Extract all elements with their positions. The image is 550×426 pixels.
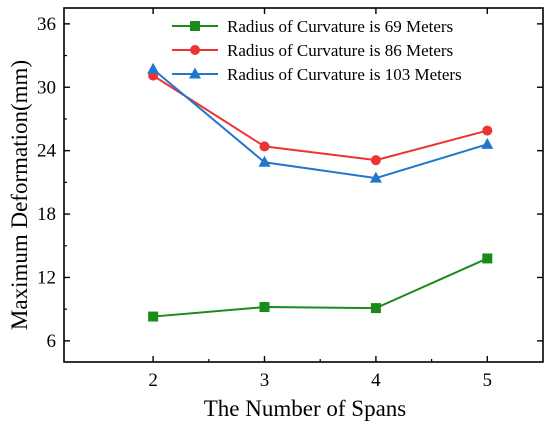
x-tick-label: 5	[483, 370, 493, 391]
series-3	[147, 62, 494, 183]
plot-area	[147, 62, 494, 322]
y-tick-label: 36	[37, 14, 56, 35]
x-tick-label: 2	[148, 370, 158, 391]
data-point	[369, 171, 382, 183]
y-tick-label: 24	[37, 141, 57, 162]
legend-label: Radius of Curvature is 103 Meters	[227, 65, 462, 84]
series-line	[152, 68, 488, 180]
data-point	[258, 155, 271, 167]
data-point	[482, 253, 493, 264]
y-tick-label: 18	[37, 204, 56, 225]
series-1	[148, 253, 493, 322]
axes: 6 12 18 24 30 36 2 3 4 5	[37, 7, 544, 391]
y-tick-label: 12	[37, 267, 56, 288]
x-tick-label: 3	[260, 370, 270, 391]
data-point	[259, 302, 270, 313]
series-line	[153, 257, 488, 318]
y-axis-label: Maximum Deformation(mm)	[7, 60, 32, 330]
data-point	[370, 303, 381, 314]
series-line	[152, 74, 488, 162]
data-point	[481, 137, 494, 149]
y-tick-label: 6	[47, 331, 57, 352]
legend-entry: Radius of Curvature is 103 Meters	[172, 65, 462, 84]
legend: Radius of Curvature is 69 Meters Radius o…	[172, 17, 462, 84]
data-point	[147, 62, 160, 74]
legend-marker	[190, 21, 200, 31]
series-2	[148, 70, 493, 166]
legend-label: Radius of Curvature is 86 Meters	[227, 41, 453, 60]
legend-marker	[189, 67, 201, 79]
x-tick-label: 4	[371, 370, 381, 391]
legend-marker	[190, 45, 200, 55]
data-point	[482, 125, 493, 136]
plot-frame	[63, 7, 544, 363]
legend-label: Radius of Curvature is 69 Meters	[227, 17, 453, 36]
data-point	[259, 141, 270, 152]
legend-entry: Radius of Curvature is 69 Meters	[172, 17, 453, 36]
x-axis-label: The Number of Spans	[204, 396, 407, 421]
data-point	[370, 155, 381, 166]
y-tick-label: 30	[37, 77, 56, 98]
data-point	[148, 311, 159, 322]
legend-entry: Radius of Curvature is 86 Meters	[172, 41, 453, 60]
